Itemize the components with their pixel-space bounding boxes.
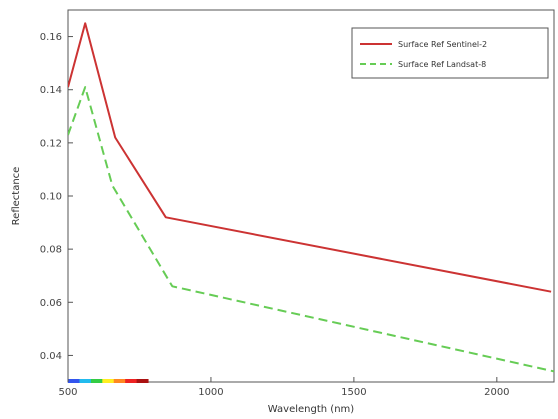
y-tick-label: 0.16 [40,32,62,43]
y-tick-label: 0.10 [40,192,62,203]
y-tick-label: 0.14 [40,85,62,96]
legend-label-landsat-8: Surface Ref Landsat-8 [398,60,486,69]
y-tick-label: 0.04 [40,351,62,362]
y-axis-title: Reflectance [11,167,22,226]
spectrum-segment [102,379,115,383]
spectrum-segment [136,379,149,383]
spectrum-segment [90,379,103,383]
spectrum-segment [79,379,92,383]
series-line-landsat-8 [68,86,554,373]
x-tick-label: 1500 [341,387,366,398]
x-axis-ticks: 500 1000 1500 2000 [58,377,510,398]
spectrum-color-bar [68,379,149,383]
x-tick-label: 500 [58,387,77,398]
spectrum-segment [68,379,80,383]
y-tick-label: 0.08 [40,245,62,256]
legend-box [351,27,549,79]
x-tick-label: 2000 [484,387,509,398]
series-lines [68,22,554,373]
spectrum-segment [125,379,138,383]
legend-label-sentinel-2: Surface Ref Sentinel-2 [398,40,487,49]
y-tick-label: 0.12 [40,138,62,149]
legend: Surface Ref Sentinel-2 Surface Ref Lands… [351,27,549,79]
spectrum-segment [113,379,126,383]
y-axis-ticks: 0.04 0.06 0.08 0.10 0.12 0.14 0.16 [40,32,73,362]
series-line-sentinel-2 [68,22,552,293]
y-tick-label: 0.06 [40,298,62,309]
x-axis-title: Wavelength (nm) [268,404,354,415]
x-tick-label: 1000 [198,387,223,398]
